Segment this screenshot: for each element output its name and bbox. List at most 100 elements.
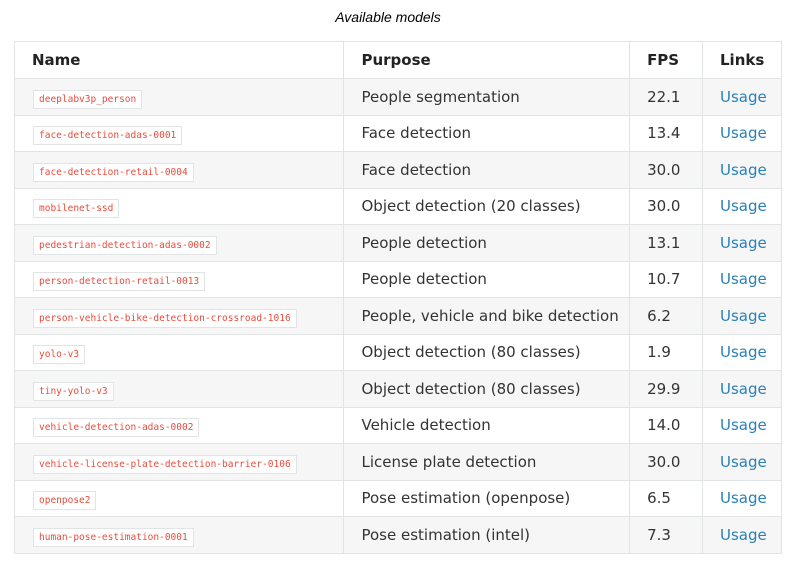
purpose-cell: Pose estimation (intel)	[343, 516, 631, 554]
table-row: vehicle-detection-adas-0002 Vehicle detec…	[13, 406, 782, 444]
usage-link[interactable]: Usage	[720, 489, 767, 508]
table-row: mobilenet-ssd Object detection (20 classe…	[13, 187, 782, 225]
table-row: deeplabv3p_person People segmentation 22.1…	[13, 78, 782, 116]
links-cell: Usage	[702, 187, 782, 225]
fps-cell: 29.9	[629, 370, 703, 408]
model-name: face-detection-retail-0004	[33, 162, 194, 182]
model-name: openpose2	[33, 491, 97, 511]
usage-link[interactable]: Usage	[720, 416, 767, 435]
model-name-cell: tiny-yolo-v3	[13, 370, 345, 408]
links-cell: Usage	[702, 224, 782, 262]
fps-cell: 14.0	[629, 406, 703, 444]
model-name-cell: mobilenet-ssd	[13, 187, 345, 225]
model-name: tiny-yolo-v3	[33, 381, 114, 401]
model-name: person-detection-retail-0013	[33, 272, 206, 292]
table-row: face-detection-retail-0004 Face detection…	[13, 151, 782, 189]
links-cell: Usage	[702, 370, 782, 408]
model-name: mobilenet-ssd	[33, 199, 120, 219]
purpose-cell: People, vehicle and bike detection	[343, 297, 631, 335]
model-name: pedestrian-detection-adas-0002	[33, 235, 217, 255]
model-name-cell: openpose2	[13, 479, 345, 517]
fps-cell: 22.1	[629, 78, 703, 116]
model-name: deeplabv3p_person	[33, 89, 143, 109]
usage-link[interactable]: Usage	[720, 452, 767, 471]
links-cell: Usage	[702, 297, 782, 335]
purpose-cell: Vehicle detection	[343, 406, 631, 444]
table-head: Name Purpose FPS Links	[13, 41, 782, 79]
links-cell: Usage	[702, 516, 782, 554]
purpose-cell: Pose estimation (openpose)	[343, 479, 631, 517]
usage-link[interactable]: Usage	[720, 233, 767, 252]
fps-cell: 6.5	[629, 479, 703, 517]
usage-link[interactable]: Usage	[720, 306, 767, 325]
table-row: human-pose-estimation-0001 Pose estimatio…	[13, 516, 782, 554]
table-row: pedestrian-detection-adas-0002 People det…	[13, 224, 782, 262]
fps-cell: 13.4	[629, 114, 703, 152]
model-name-cell: person-vehicle-bike-detection-crossroad-…	[13, 297, 345, 335]
model-name: yolo-v3	[33, 345, 86, 365]
model-name-cell: pedestrian-detection-adas-0002	[13, 224, 345, 262]
purpose-cell: Face detection	[343, 114, 631, 152]
model-name: vehicle-detection-adas-0002	[33, 418, 200, 438]
purpose-cell: Face detection	[343, 151, 631, 189]
model-name-cell: deeplabv3p_person	[13, 78, 345, 116]
purpose-cell: Object detection (80 classes)	[343, 333, 631, 371]
links-cell: Usage	[702, 114, 782, 152]
header-row: Name Purpose FPS Links	[13, 41, 782, 79]
column-header: Purpose	[343, 41, 631, 79]
column-header: FPS	[629, 41, 703, 79]
table-row: person-detection-retail-0013 People detec…	[13, 260, 782, 298]
fps-cell: 13.1	[629, 224, 703, 262]
table-row: openpose2 Pose estimation (openpose) 6.5 Us…	[13, 479, 782, 517]
model-name: person-vehicle-bike-detection-crossroad-…	[33, 308, 297, 328]
usage-link[interactable]: Usage	[720, 87, 767, 106]
links-cell: Usage	[702, 333, 782, 371]
fps-cell: 7.3	[629, 516, 703, 554]
model-name-cell: human-pose-estimation-0001	[13, 516, 345, 554]
links-cell: Usage	[702, 260, 782, 298]
model-name: vehicle-license-plate-detection-barrier-…	[33, 454, 297, 474]
links-cell: Usage	[702, 78, 782, 116]
purpose-cell: People segmentation	[343, 78, 631, 116]
purpose-cell: Object detection (80 classes)	[343, 370, 631, 408]
table-body: deeplabv3p_person People segmentation 22.1…	[13, 78, 782, 554]
links-cell: Usage	[702, 151, 782, 189]
table-row: yolo-v3 Object detection (80 classes) 1.9 U…	[13, 333, 782, 371]
column-header: Links	[702, 41, 782, 79]
table-row: vehicle-license-plate-detection-barrier-…	[13, 443, 782, 481]
usage-link[interactable]: Usage	[720, 525, 767, 544]
links-cell: Usage	[702, 443, 782, 481]
purpose-cell: Object detection (20 classes)	[343, 187, 631, 225]
table-caption: Available models	[335, 9, 441, 25]
usage-link[interactable]: Usage	[720, 379, 767, 398]
fps-cell: 10.7	[629, 260, 703, 298]
fps-cell: 30.0	[629, 187, 703, 225]
purpose-cell: License plate detection	[343, 443, 631, 481]
fps-cell: 6.2	[629, 297, 703, 335]
fps-cell: 30.0	[629, 443, 703, 481]
links-cell: Usage	[702, 406, 782, 444]
fps-cell: 1.9	[629, 333, 703, 371]
usage-link[interactable]: Usage	[720, 124, 767, 143]
model-name-cell: yolo-v3	[13, 333, 345, 371]
model-name-cell: person-detection-retail-0013	[13, 260, 345, 298]
usage-link[interactable]: Usage	[720, 270, 767, 289]
model-name-cell: face-detection-retail-0004	[13, 151, 345, 189]
model-name-cell: vehicle-detection-adas-0002	[13, 406, 345, 444]
usage-link[interactable]: Usage	[720, 343, 767, 362]
usage-link[interactable]: Usage	[720, 197, 767, 216]
models-table: Name Purpose FPS Links deeplabv3p_person Peo…	[13, 41, 782, 554]
table-row: tiny-yolo-v3 Object detection (80 classes…	[13, 370, 782, 408]
model-name: human-pose-estimation-0001	[33, 527, 194, 547]
usage-link[interactable]: Usage	[720, 160, 767, 179]
purpose-cell: People detection	[343, 224, 631, 262]
fps-cell: 30.0	[629, 151, 703, 189]
column-header: Name	[13, 41, 345, 79]
table-row: person-vehicle-bike-detection-crossroad-…	[13, 297, 782, 335]
model-name: face-detection-adas-0001	[33, 126, 183, 146]
model-name-cell: vehicle-license-plate-detection-barrier-…	[13, 443, 345, 481]
table-row: face-detection-adas-0001 Face detection 13…	[13, 114, 782, 152]
model-name-cell: face-detection-adas-0001	[13, 114, 345, 152]
links-cell: Usage	[702, 479, 782, 517]
